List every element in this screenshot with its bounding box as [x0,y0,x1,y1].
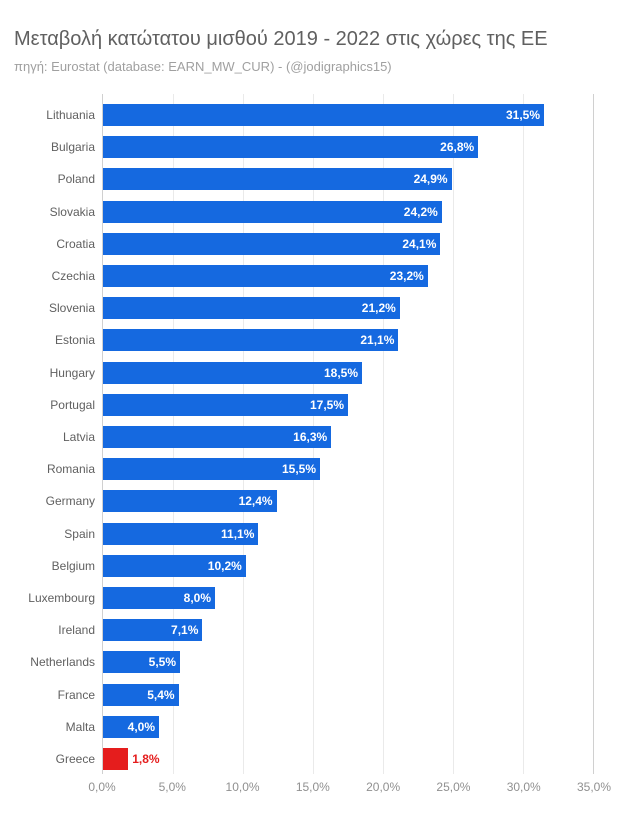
country-label: Czechia [52,265,103,287]
value-label: 23,2% [390,265,424,287]
bar-row: Portugal17,5% [103,394,593,416]
bar [103,748,128,770]
value-label: 12,4% [239,490,273,512]
country-label: Spain [64,523,103,545]
value-label: 24,1% [402,233,436,255]
x-tick-label: 15,0% [296,780,330,794]
bar-row: Poland24,9% [103,168,593,190]
country-label: Croatia [56,233,103,255]
x-tick-label: 0,0% [88,780,115,794]
bar [103,265,428,287]
country-label: Poland [58,168,103,190]
country-label: Estonia [55,329,103,351]
country-label: Romania [47,458,103,480]
value-label: 4,0% [128,716,155,738]
value-label: 15,5% [282,458,316,480]
bar-row: Malta4,0% [103,716,593,738]
country-label: Bulgaria [51,136,103,158]
value-label: 5,5% [149,651,176,673]
bar-row: Germany12,4% [103,490,593,512]
country-label: France [58,684,103,706]
value-label: 24,2% [404,201,438,223]
bar-row: France5,4% [103,684,593,706]
value-label: 5,4% [147,684,174,706]
bar [103,168,452,190]
bar-row: Latvia16,3% [103,426,593,448]
bar [103,297,400,319]
bar-row: Slovakia24,2% [103,201,593,223]
value-label: 21,1% [360,329,394,351]
value-label: 16,3% [293,426,327,448]
country-label: Germany [46,490,103,512]
value-label: 10,2% [208,555,242,577]
bar-row: Lithuania31,5% [103,104,593,126]
bar-row: Croatia24,1% [103,233,593,255]
x-tick-label: 20,0% [366,780,400,794]
chart-title: Μεταβολή κατώτατου μισθού 2019 - 2022 στ… [14,28,606,51]
country-label: Malta [66,716,103,738]
country-label: Hungary [50,362,103,384]
plot-area: Lithuania31,5% Bulgaria26,8% Poland24,9% Sl… [102,94,594,774]
bar-row: Slovenia21,2% [103,297,593,319]
value-label: 1,8% [128,748,159,770]
bar [103,233,440,255]
value-label: 7,1% [171,619,198,641]
value-label: 24,9% [414,168,448,190]
bar-row: Ireland7,1% [103,619,593,641]
country-label: Netherlands [30,651,103,673]
x-tick-label: 10,0% [226,780,260,794]
value-label: 8,0% [184,587,211,609]
value-label: 21,2% [362,297,396,319]
bar-row: Czechia23,2% [103,265,593,287]
x-tick-label: 35,0% [577,780,611,794]
x-tick-label: 5,0% [159,780,186,794]
bar-row: Spain11,1% [103,523,593,545]
value-label: 11,1% [221,523,254,545]
chart-area: Lithuania31,5% Bulgaria26,8% Poland24,9% Sl… [102,94,594,784]
country-label: Greece [56,748,103,770]
country-label: Portugal [50,394,103,416]
value-label: 18,5% [324,362,358,384]
value-label: 26,8% [440,136,474,158]
x-tick-label: 25,0% [436,780,470,794]
country-label: Ireland [58,619,103,641]
bar-row: Bulgaria26,8% [103,136,593,158]
bar-row: Luxembourg8,0% [103,587,593,609]
bar-row: Hungary18,5% [103,362,593,384]
chart-subtitle: πηγή: Eurostat (database: EARN_MW_CUR) -… [14,59,606,74]
bar [103,136,478,158]
value-label: 31,5% [506,104,540,126]
bar [103,201,442,223]
bar [103,104,544,126]
country-label: Belgium [52,555,103,577]
bar [103,329,398,351]
country-label: Lithuania [46,104,103,126]
value-label: 17,5% [310,394,344,416]
country-label: Slovakia [50,201,103,223]
bar-row: Greece1,8% [103,748,593,770]
country-label: Slovenia [49,297,103,319]
country-label: Luxembourg [28,587,103,609]
country-label: Latvia [63,426,103,448]
bar-row: Estonia21,1% [103,329,593,351]
bar-row: Netherlands5,5% [103,651,593,673]
x-tick-label: 30,0% [507,780,541,794]
bar-row: Romania15,5% [103,458,593,480]
bar-row: Belgium10,2% [103,555,593,577]
